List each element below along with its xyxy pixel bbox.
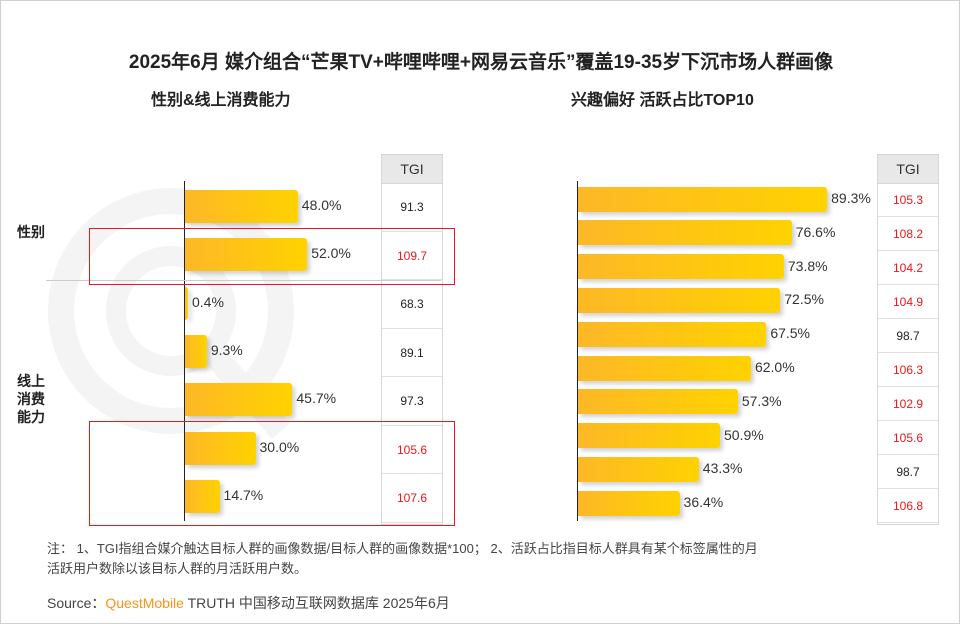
bar <box>578 490 680 516</box>
bar <box>185 334 207 368</box>
source: Source：QuestMobile TRUTH 中国移动互联网数据库 2025… <box>47 593 947 613</box>
value-label: 43.3% <box>702 460 743 477</box>
bar <box>185 286 188 320</box>
highlight-box <box>89 421 455 526</box>
tgi-column <box>877 183 939 525</box>
right-chart-title: 兴趣偏好 活跃占比TOP10 <box>571 92 754 109</box>
group-label-line: 消费 <box>17 391 45 407</box>
group-label-spending: 线上 消费 能力 <box>17 372 45 426</box>
value-label: 48.0% <box>301 197 342 213</box>
bar <box>578 355 751 381</box>
tgi-value: 104.9 <box>878 285 938 319</box>
tgi-value: 91.3 <box>382 183 442 232</box>
highlight-box <box>89 228 455 285</box>
source-brand: QuestMobile <box>105 595 184 611</box>
value-label: 45.7% <box>296 390 337 406</box>
footnote-line: 活跃用户数除以该目标人群的月活跃用户数。 <box>47 561 308 576</box>
footer: 注： 1、TGI指组合媒介触达目标人群的画像数据/目标人群的画像数据*100； … <box>47 539 947 613</box>
tgi-value: 105.6 <box>878 421 938 455</box>
value-label: 0.4% <box>192 294 224 310</box>
tgi-value: 104.2 <box>878 251 938 285</box>
bar <box>578 321 767 347</box>
bar <box>185 431 256 465</box>
value-label: 36.4% <box>683 494 724 511</box>
bar <box>185 237 308 271</box>
value-label: 30.0% <box>259 439 300 455</box>
bar <box>578 254 784 280</box>
value-label: 89.3% <box>831 190 871 206</box>
value-label: 50.9% <box>724 426 764 443</box>
y-axis-line <box>184 181 185 521</box>
value-label: 14.7% <box>223 487 264 503</box>
value-label: 67.5% <box>770 325 811 342</box>
tgi-value: 102.9 <box>878 387 938 421</box>
tgi-value: 106.3 <box>878 353 938 387</box>
y-axis-line <box>577 181 578 521</box>
tgi-value: 97.3 <box>382 377 442 426</box>
value-label: 73.8% <box>787 257 828 274</box>
bar <box>578 186 828 212</box>
tgi-value: 109.7 <box>382 232 442 281</box>
value-label: 76.6% <box>795 223 836 240</box>
tgi-header: TGI <box>877 154 939 184</box>
left-chart-title: 性别&线上消费能力 <box>151 92 291 109</box>
group-separator <box>46 280 441 281</box>
bar <box>185 189 298 223</box>
value-label: 57.3% <box>741 392 782 409</box>
tgi-value: 98.7 <box>878 319 938 353</box>
bar <box>578 287 781 313</box>
tgi-value: 105.6 <box>382 426 442 475</box>
value-label: 52.0% <box>311 245 351 261</box>
tgi-column <box>381 183 443 525</box>
value-label: 62.0% <box>754 359 795 375</box>
bar <box>578 423 720 449</box>
bar <box>185 382 293 416</box>
bar <box>185 479 220 513</box>
footnote-line: 注： 1、TGI指组合媒介触达目标人群的画像数据/目标人群的画像数据*100； … <box>47 541 758 556</box>
value-label: 9.3% <box>210 342 243 358</box>
tgi-value: 68.3 <box>382 280 442 329</box>
tgi-value: 105.3 <box>878 183 938 217</box>
tgi-value: 89.1 <box>382 329 442 378</box>
group-label-line: 线上 <box>17 373 45 389</box>
value-label: 72.5% <box>784 291 824 308</box>
source-text: TRUTH 中国移动互联网数据库 2025年6月 <box>183 595 450 611</box>
tgi-value: 108.2 <box>878 217 938 251</box>
source-label: Source： <box>47 595 106 611</box>
tgi-header: TGI <box>381 154 443 184</box>
tgi-value: 98.7 <box>878 455 938 489</box>
group-label-line: 能力 <box>17 409 45 425</box>
footnote: 注： 1、TGI指组合媒介触达目标人群的画像数据/目标人群的画像数据*100； … <box>47 539 947 579</box>
tgi-value: 106.8 <box>878 489 938 523</box>
bar <box>578 220 792 246</box>
tgi-value: 107.6 <box>382 474 442 523</box>
bar <box>578 456 699 482</box>
page-title: 2025年6月 媒介组合“芒果TV+哔哩哔哩+网易云音乐”覆盖19-35岁下沉市… <box>128 52 834 73</box>
group-label-gender: 性别 <box>17 224 45 240</box>
bar <box>578 389 738 415</box>
